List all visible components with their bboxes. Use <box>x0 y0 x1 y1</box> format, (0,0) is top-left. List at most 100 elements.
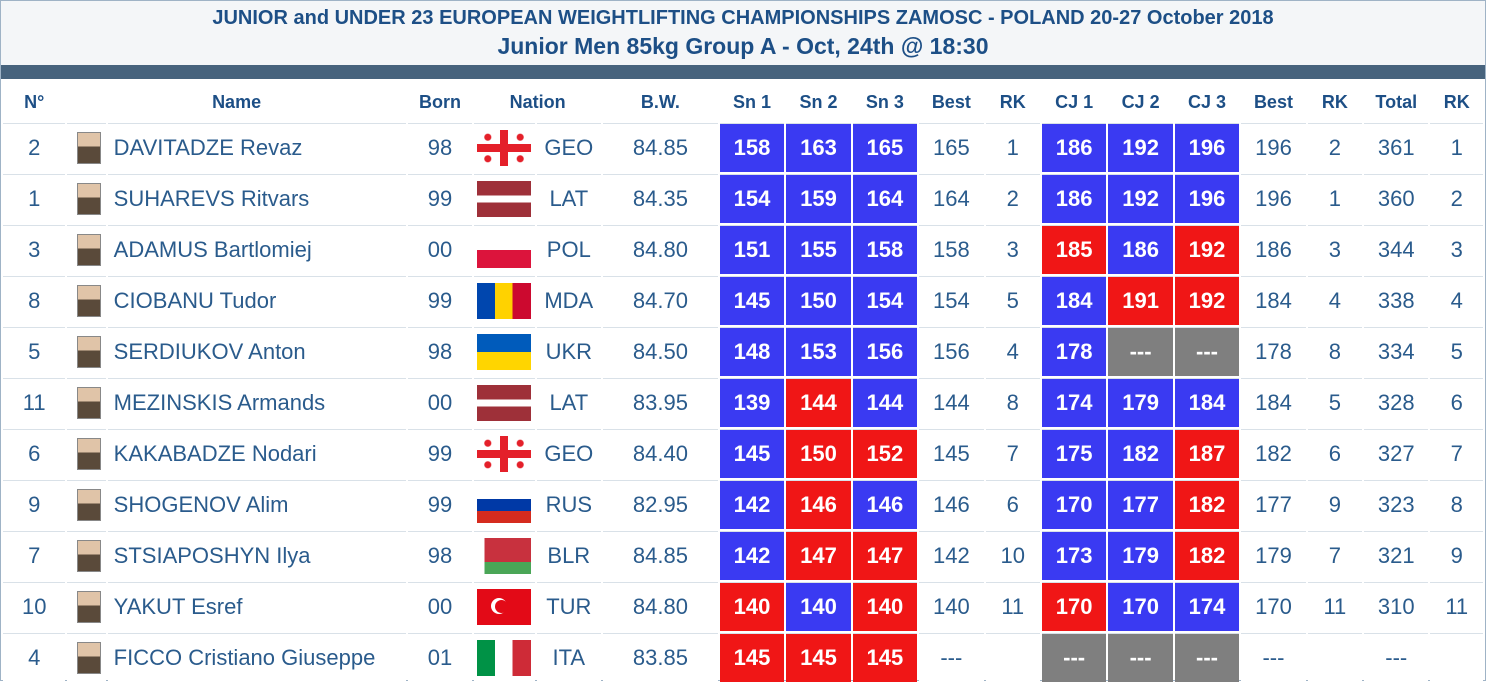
birth-year: 99 <box>407 480 473 529</box>
total: 344 <box>1364 225 1429 274</box>
flag-cell <box>474 378 535 427</box>
clean-jerk-attempt-3: 182 <box>1174 531 1240 580</box>
athlete-name[interactable]: SUHAREVS Ritvars <box>107 174 406 223</box>
flag-cell <box>474 531 535 580</box>
results-body: 2 DAVITADZE Revaz 98 GEO 84.85 158 163 165 165 1 1… <box>3 123 1483 682</box>
col-header-born[interactable]: Born <box>407 83 473 121</box>
clean-jerk-attempt-3: 192 <box>1174 225 1240 274</box>
snatch-attempt-1: 151 <box>719 225 785 274</box>
birth-year: 98 <box>407 123 473 172</box>
col-header-bw[interactable]: B.W. <box>603 83 718 121</box>
athlete-name[interactable]: SERDIUKOV Anton <box>107 327 406 376</box>
athlete-name[interactable]: ADAMUS Bartlomiej <box>107 225 406 274</box>
total-rank: 11 <box>1430 582 1483 631</box>
athlete-photo-icon <box>77 234 102 266</box>
clean-jerk-best: 196 <box>1241 174 1306 223</box>
nation-code: TUR <box>536 582 602 631</box>
col-header-cj-best[interactable]: Best <box>1241 83 1306 121</box>
table-row[interactable]: 2 DAVITADZE Revaz 98 GEO 84.85 158 163 165 165 1 1… <box>3 123 1483 172</box>
clean-jerk-best: 186 <box>1241 225 1306 274</box>
clean-jerk-attempt-2: 186 <box>1108 225 1173 274</box>
athlete-name[interactable]: CIOBANU Tudor <box>107 276 406 325</box>
athlete-photo-icon <box>77 591 102 623</box>
birth-year: 01 <box>407 633 473 682</box>
birth-year: 00 <box>407 582 473 631</box>
clean-jerk-best: 178 <box>1241 327 1306 376</box>
col-header-sn3[interactable]: Sn 3 <box>852 83 918 121</box>
total: 338 <box>1364 276 1429 325</box>
col-header-sn2[interactable]: Sn 2 <box>786 83 851 121</box>
athlete-name[interactable]: KAKABADZE Nodari <box>107 429 406 478</box>
col-header-no[interactable]: N° <box>3 83 66 121</box>
table-row[interactable]: 5 SERDIUKOV Anton 98 UKR 84.50 148 153 156 156 4 1… <box>3 327 1483 376</box>
athlete-photo-icon <box>77 183 102 215</box>
flag-cell <box>474 123 535 172</box>
table-row[interactable]: 9 SHOGENOV Alim 99 RUS 82.95 142 146 146 146 6 170… <box>3 480 1483 529</box>
clean-jerk-rank: 9 <box>1307 480 1363 529</box>
snatch-attempt-3: 140 <box>852 582 918 631</box>
athlete-name[interactable]: STSIAPOSHYN Ilya <box>107 531 406 580</box>
snatch-best: 158 <box>919 225 984 274</box>
snatch-rank: 11 <box>985 582 1040 631</box>
clean-jerk-attempt-1: --- <box>1041 633 1107 682</box>
athlete-photo-icon <box>77 540 102 572</box>
col-header-cj2[interactable]: CJ 2 <box>1108 83 1173 121</box>
athlete-name[interactable]: SHOGENOV Alim <box>107 480 406 529</box>
nation-code: UKR <box>536 327 602 376</box>
clean-jerk-attempt-1: 186 <box>1041 123 1107 172</box>
athlete-name[interactable]: DAVITADZE Revaz <box>107 123 406 172</box>
total: 334 <box>1364 327 1429 376</box>
col-header-rk[interactable]: RK <box>1430 83 1483 121</box>
athlete-photo-icon <box>77 387 102 419</box>
table-row[interactable]: 6 KAKABADZE Nodari 99 GEO 84.40 145 150 152 145 7… <box>3 429 1483 478</box>
clean-jerk-attempt-1: 175 <box>1041 429 1107 478</box>
total: 321 <box>1364 531 1429 580</box>
table-row[interactable]: 11 MEZINSKIS Armands 00 LAT 83.95 139 144 144 14… <box>3 378 1483 427</box>
total-rank: 4 <box>1430 276 1483 325</box>
geo-flag-icon <box>477 130 532 166</box>
total: 360 <box>1364 174 1429 223</box>
col-header-cj-rk[interactable]: RK <box>1307 83 1363 121</box>
col-header-sn-best[interactable]: Best <box>919 83 984 121</box>
results-table: N° Name Born Nation B.W. Sn 1 Sn 2 Sn 3 … <box>1 81 1485 684</box>
lot-number: 1 <box>3 174 66 223</box>
clean-jerk-rank: 3 <box>1307 225 1363 274</box>
snatch-attempt-3: 158 <box>852 225 918 274</box>
table-row[interactable]: 7 STSIAPOSHYN Ilya 98 BLR 84.85 142 147 147 142 1… <box>3 531 1483 580</box>
total-rank: 9 <box>1430 531 1483 580</box>
table-row[interactable]: 4 FICCO Cristiano Giuseppe 01 ITA 83.85 145 14… <box>3 633 1483 682</box>
table-row[interactable]: 3 ADAMUS Bartlomiej 00 POL 84.80 151 155 158 158… <box>3 225 1483 274</box>
avatar-cell <box>67 378 106 427</box>
nation-code: LAT <box>536 378 602 427</box>
page-title: JUNIOR and UNDER 23 EUROPEAN WEIGHTLIFTI… <box>212 7 1274 29</box>
col-header-name[interactable]: Name <box>67 83 406 121</box>
clean-jerk-attempt-1: 170 <box>1041 582 1107 631</box>
birth-year: 99 <box>407 174 473 223</box>
birth-year: 98 <box>407 327 473 376</box>
snatch-attempt-1: 142 <box>719 531 785 580</box>
table-row[interactable]: 10 YAKUT Esref 00 TUR 84.80 140 140 140 140 11 170… <box>3 582 1483 631</box>
col-header-sn-rk[interactable]: RK <box>985 83 1040 121</box>
clean-jerk-rank: 1 <box>1307 174 1363 223</box>
table-row[interactable]: 1 SUHAREVS Ritvars 99 LAT 84.35 154 159 164 164 2… <box>3 174 1483 223</box>
snatch-attempt-3: 146 <box>852 480 918 529</box>
col-header-sn1[interactable]: Sn 1 <box>719 83 785 121</box>
nation-code: POL <box>536 225 602 274</box>
snatch-attempt-2: 145 <box>786 633 851 682</box>
total: 327 <box>1364 429 1429 478</box>
snatch-attempt-3: 152 <box>852 429 918 478</box>
athlete-name[interactable]: FICCO Cristiano Giuseppe <box>107 633 406 682</box>
col-header-nation[interactable]: Nation <box>474 83 602 121</box>
clean-jerk-attempt-3: 182 <box>1174 480 1240 529</box>
table-row[interactable]: 8 CIOBANU Tudor 99 MDA 84.70 145 150 154 154 5 184… <box>3 276 1483 325</box>
col-header-total[interactable]: Total <box>1364 83 1429 121</box>
col-header-cj1[interactable]: CJ 1 <box>1041 83 1107 121</box>
athlete-name[interactable]: MEZINSKIS Armands <box>107 378 406 427</box>
athlete-name[interactable]: YAKUT Esref <box>107 582 406 631</box>
col-header-cj3[interactable]: CJ 3 <box>1174 83 1240 121</box>
mda-flag-icon <box>477 283 532 319</box>
blr-flag-icon <box>477 538 532 574</box>
ita-flag-icon <box>477 640 532 676</box>
flag-cell <box>474 480 535 529</box>
lot-number: 6 <box>3 429 66 478</box>
